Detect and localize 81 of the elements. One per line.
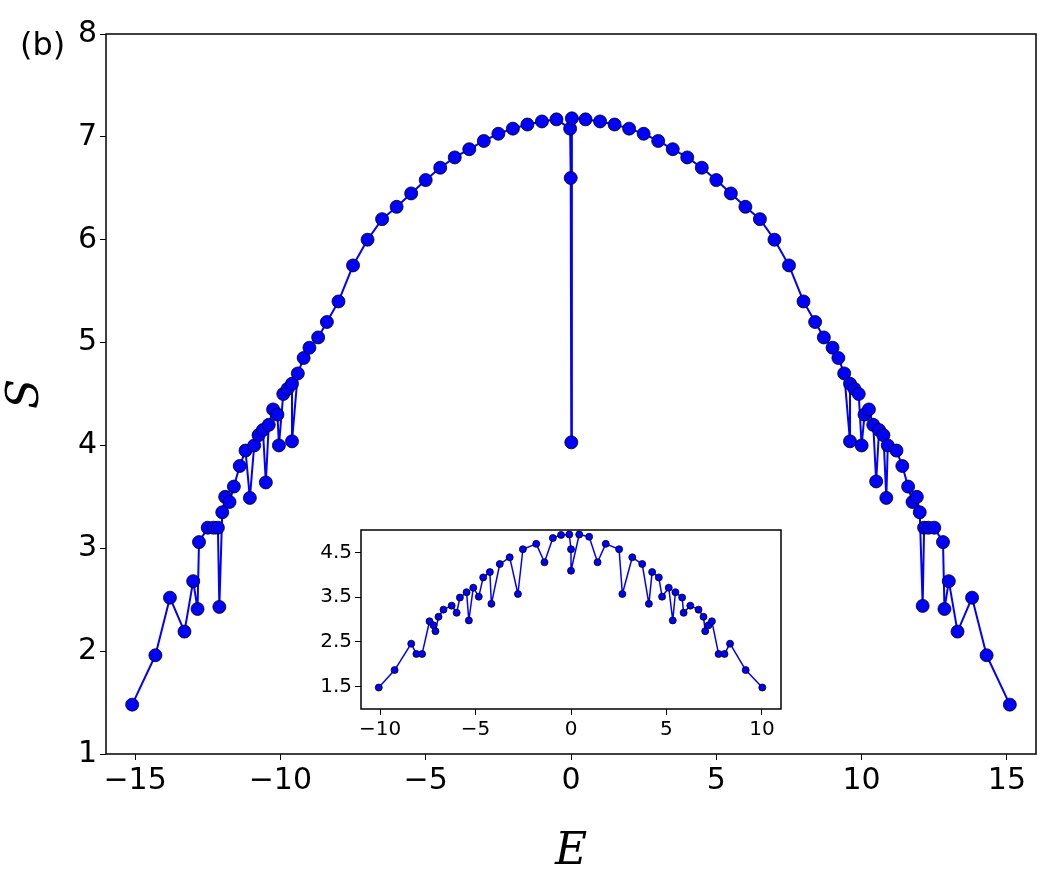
y-tick-label: 4.5	[320, 538, 352, 563]
point	[601, 539, 610, 548]
point	[567, 566, 575, 575]
point	[707, 617, 716, 626]
point	[418, 650, 426, 658]
point	[514, 590, 522, 598]
point	[479, 573, 488, 582]
y-axis-title: S	[0, 378, 48, 410]
point	[699, 612, 708, 621]
point	[565, 530, 574, 539]
x-tick-label: −15	[103, 760, 167, 796]
point	[758, 683, 767, 692]
point	[720, 650, 729, 658]
point	[567, 545, 575, 554]
x-tick-label: 10	[749, 716, 775, 741]
x-tick-label: −5	[460, 716, 491, 741]
y-tick-label: 2	[77, 630, 97, 666]
point	[455, 593, 464, 602]
text: (b)	[20, 25, 66, 63]
y-tick-label: 8	[77, 13, 97, 49]
point	[654, 573, 663, 582]
point	[668, 616, 677, 625]
point	[618, 590, 627, 598]
y-tick-label: 7	[77, 116, 97, 152]
x-tick-label: −5	[403, 760, 448, 796]
y-tick-label: 5	[77, 322, 97, 358]
point	[726, 639, 734, 648]
point	[452, 608, 461, 617]
x-axis-title: E	[553, 823, 588, 875]
y-tick-label: 1.5	[320, 672, 352, 697]
point	[464, 616, 473, 625]
x-tick-label: 10	[842, 760, 881, 796]
point	[540, 558, 549, 567]
point	[557, 531, 565, 539]
point	[532, 539, 541, 548]
point	[575, 530, 584, 539]
x-tick-label: 0	[564, 716, 578, 741]
point	[407, 639, 416, 648]
point	[671, 588, 680, 597]
x-tick-label: −10	[358, 716, 402, 741]
point	[485, 568, 494, 576]
point	[585, 532, 594, 541]
point	[644, 599, 653, 608]
point	[447, 601, 456, 610]
point	[469, 583, 478, 592]
point	[664, 583, 673, 592]
y-tick-label: 4	[77, 425, 97, 461]
point	[505, 553, 514, 562]
point	[593, 558, 602, 567]
y-tick-label: 3	[77, 528, 97, 564]
point	[495, 560, 504, 568]
point	[694, 605, 703, 614]
point	[431, 627, 440, 636]
y-tick-label: 1	[77, 733, 97, 769]
point	[462, 588, 471, 597]
point	[487, 599, 496, 608]
point	[678, 593, 687, 602]
point	[390, 666, 399, 674]
x-tick-label: 5	[706, 760, 726, 796]
point	[434, 612, 443, 621]
x-tick-label: 0	[561, 760, 581, 796]
point	[648, 568, 657, 576]
point	[628, 553, 637, 562]
x-tick-label: 15	[987, 760, 1027, 796]
point	[658, 592, 666, 601]
x-tick-label: −10	[248, 760, 313, 796]
point	[374, 683, 383, 692]
point	[638, 560, 647, 568]
y-tick-label: 2.5	[320, 628, 352, 653]
point	[474, 592, 483, 601]
point	[741, 666, 750, 674]
y-tick-label: 3.5	[320, 583, 352, 608]
y-tick-label: 6	[77, 219, 97, 255]
point	[439, 605, 448, 614]
point	[518, 545, 527, 554]
point	[548, 534, 557, 542]
x-tick-label: 5	[660, 716, 673, 741]
point	[686, 601, 695, 610]
point	[615, 545, 624, 554]
point	[679, 608, 688, 617]
point	[701, 627, 710, 636]
